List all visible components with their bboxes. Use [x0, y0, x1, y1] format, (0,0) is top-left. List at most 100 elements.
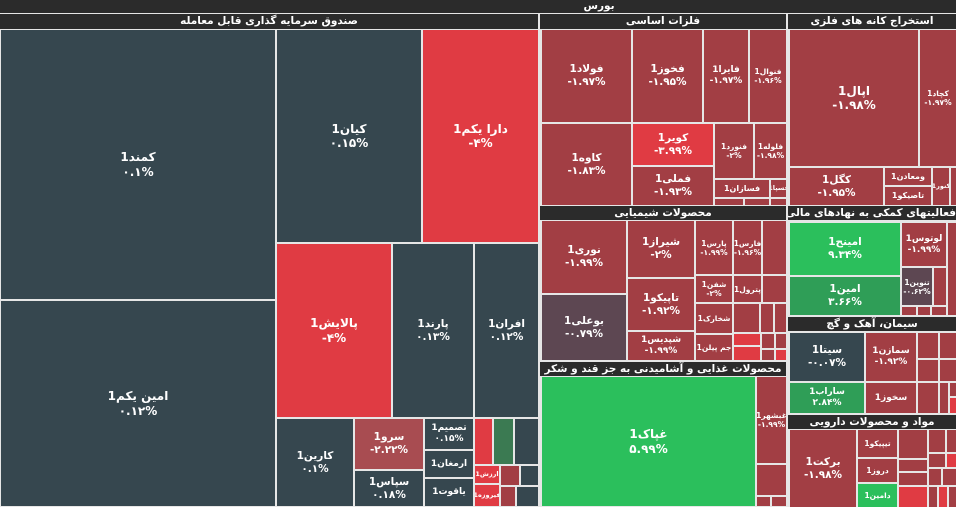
treemap-tile[interactable]: ارزش1 [475, 466, 499, 483]
treemap-tile[interactable] [763, 276, 786, 302]
treemap-tile[interactable]: کگل1 -۱.۹۵% [790, 168, 883, 205]
treemap-tile[interactable]: فنورد1 -۲% [715, 124, 753, 178]
treemap-tile[interactable]: فولاد1 -۱.۹۷% [542, 30, 631, 122]
treemap-tile[interactable]: بوعلی1 -۰.۷۹% [542, 295, 626, 360]
treemap-tile[interactable]: تاپیکو1 -۱.۹۲% [628, 279, 694, 330]
treemap-tile[interactable] [951, 168, 956, 205]
treemap-tile[interactable] [494, 419, 513, 464]
treemap-tile[interactable] [949, 487, 956, 507]
treemap-tile[interactable]: امین یکم1 ۰.۱۲% [1, 301, 275, 506]
treemap-tile[interactable] [899, 473, 927, 485]
treemap-tile[interactable] [745, 199, 769, 205]
treemap-tile[interactable] [932, 307, 946, 315]
treemap-tile[interactable]: ساراب1 ۲.۸۴% [790, 383, 864, 413]
treemap-tile[interactable] [940, 360, 956, 381]
treemap-tile[interactable] [929, 469, 941, 485]
treemap-tile[interactable] [772, 497, 786, 506]
treemap-tile[interactable]: فیروزه1 [475, 485, 499, 506]
treemap-tile[interactable] [918, 307, 930, 315]
treemap-tile[interactable] [899, 460, 927, 471]
treemap-tile[interactable]: ومعادن1 [885, 168, 931, 185]
treemap-tile[interactable]: کنور1 [933, 168, 949, 205]
treemap-tile[interactable]: کویر1 -۳.۹۹% [633, 124, 713, 165]
treemap-tile[interactable]: کمند1 ۰.۱% [1, 30, 275, 299]
treemap-tile[interactable] [771, 199, 786, 205]
treemap-tile[interactable]: کارین1 ۰.۱% [277, 419, 353, 506]
market-root-bar[interactable]: بورس [0, 0, 956, 14]
treemap-tile[interactable] [734, 304, 759, 332]
treemap-tile[interactable]: دامین1 [858, 484, 897, 507]
treemap-tile[interactable] [761, 304, 773, 332]
treemap-tile[interactable] [776, 334, 786, 348]
treemap-tile[interactable] [517, 487, 538, 506]
section-header[interactable]: سیمان، آهک و گچ [788, 317, 956, 331]
treemap-tile[interactable]: غپاک1 ۵.۹۹% [542, 377, 755, 506]
treemap-tile[interactable] [757, 497, 770, 506]
treemap-tile[interactable] [934, 268, 946, 305]
treemap-tile[interactable] [899, 487, 927, 507]
treemap-tile[interactable]: فسازان1 [715, 180, 769, 197]
treemap-tile[interactable]: تیپیکو1 [858, 430, 897, 457]
section-header[interactable]: فعالیتهای کمکی به نهادهای مالی واسط [788, 206, 956, 220]
treemap-tile[interactable] [757, 465, 786, 495]
treemap-tile[interactable]: پارس1 -۱.۹۹% [696, 221, 732, 274]
treemap-tile[interactable] [475, 419, 492, 464]
treemap-tile[interactable] [918, 383, 938, 413]
treemap-tile[interactable]: تصمیم1 ۰.۱۵% [425, 419, 473, 449]
treemap-tile[interactable]: لوتوس1 -۱.۹۹% [902, 223, 946, 266]
treemap-tile[interactable]: پارند1 ۰.۱۳% [393, 244, 473, 417]
treemap-tile[interactable] [775, 304, 786, 332]
treemap-tile[interactable] [521, 466, 538, 485]
treemap-tile[interactable]: شپدیس1 -۱.۹۹% [628, 332, 694, 360]
section-header[interactable]: صندوق سرمایه گذاری قابل معامله [0, 14, 538, 29]
treemap-tile[interactable]: کاوه1 -۱.۸۳% [542, 124, 631, 205]
treemap-tile[interactable]: سیتا1 -۰.۰۷% [790, 333, 864, 381]
treemap-tile[interactable] [734, 347, 760, 360]
treemap-tile[interactable]: شیراز1 -۲% [628, 221, 694, 277]
treemap-tile[interactable]: فلوله1 -۱.۹۸% [755, 124, 786, 178]
treemap-tile[interactable]: نوری1 -۱.۹۹% [542, 221, 626, 293]
section-header[interactable]: فلزات اساسی [540, 14, 786, 29]
treemap-tile[interactable]: افران1 ۰.۱۲% [475, 244, 538, 417]
treemap-tile[interactable]: دارا یکم1 -۴% [423, 30, 538, 242]
treemap-tile[interactable]: فایرا1 -۱.۹۷% [704, 30, 748, 122]
treemap-tile[interactable] [762, 350, 774, 360]
treemap-tile[interactable] [902, 307, 916, 315]
treemap-tile[interactable]: سمازن1 -۱.۹۲% [866, 333, 916, 381]
treemap-tile[interactable]: فنوال1 -۱.۹۶% [750, 30, 786, 122]
treemap-tile[interactable] [763, 221, 786, 274]
treemap-tile[interactable] [929, 454, 945, 467]
treemap-tile[interactable] [948, 223, 956, 315]
treemap-tile[interactable]: غبشهر1 -۱.۹۹% [757, 377, 786, 463]
treemap-tile[interactable]: برکت1 -۱.۹۸% [790, 430, 856, 507]
treemap-tile[interactable] [940, 333, 956, 358]
treemap-tile[interactable]: یاقوت1 [425, 479, 473, 506]
treemap-tile[interactable]: سپاس1 ۰.۱۸% [355, 471, 423, 506]
treemap-tile[interactable]: پترول1 [734, 276, 761, 302]
treemap-tile[interactable]: فخوز1 -۱.۹۵% [633, 30, 702, 122]
treemap-tile[interactable] [929, 430, 945, 452]
treemap-tile[interactable] [501, 487, 515, 506]
treemap-tile[interactable] [501, 466, 519, 485]
treemap-tile[interactable]: اپال1 -۱.۹۸% [790, 30, 918, 166]
treemap-tile[interactable] [776, 350, 786, 360]
section-header[interactable]: محصولات شیمیایی [540, 206, 786, 220]
section-header[interactable]: محصولات غذایی و آشامیدنی به جز قند و شکر [540, 362, 786, 376]
treemap-tile[interactable] [515, 419, 538, 464]
treemap-tile[interactable] [918, 333, 938, 358]
treemap-tile[interactable] [943, 469, 956, 485]
treemap-tile[interactable]: سرو1 -۲.۲۲% [355, 419, 423, 469]
treemap-tile[interactable] [939, 487, 947, 507]
treemap-tile[interactable] [950, 398, 956, 413]
treemap-tile[interactable] [715, 199, 743, 205]
treemap-tile[interactable]: تاصیکو1 [885, 187, 931, 205]
treemap-tile[interactable]: امین1 ۳.۶۶% [790, 277, 900, 315]
treemap-tile[interactable] [947, 430, 956, 452]
treemap-tile[interactable]: کچاد1 -۱.۹۷% [920, 30, 956, 166]
treemap-tile[interactable]: جم پیلن1 [696, 335, 732, 360]
treemap-tile[interactable]: امینح1 ۹.۳۴% [790, 223, 900, 275]
treemap-tile[interactable] [929, 487, 937, 507]
treemap-tile[interactable]: شفن1 -۲% [696, 276, 732, 302]
treemap-tile[interactable]: شخارک1 [696, 304, 732, 333]
treemap-tile[interactable]: فارس1 -۱.۹۶% [734, 221, 761, 274]
